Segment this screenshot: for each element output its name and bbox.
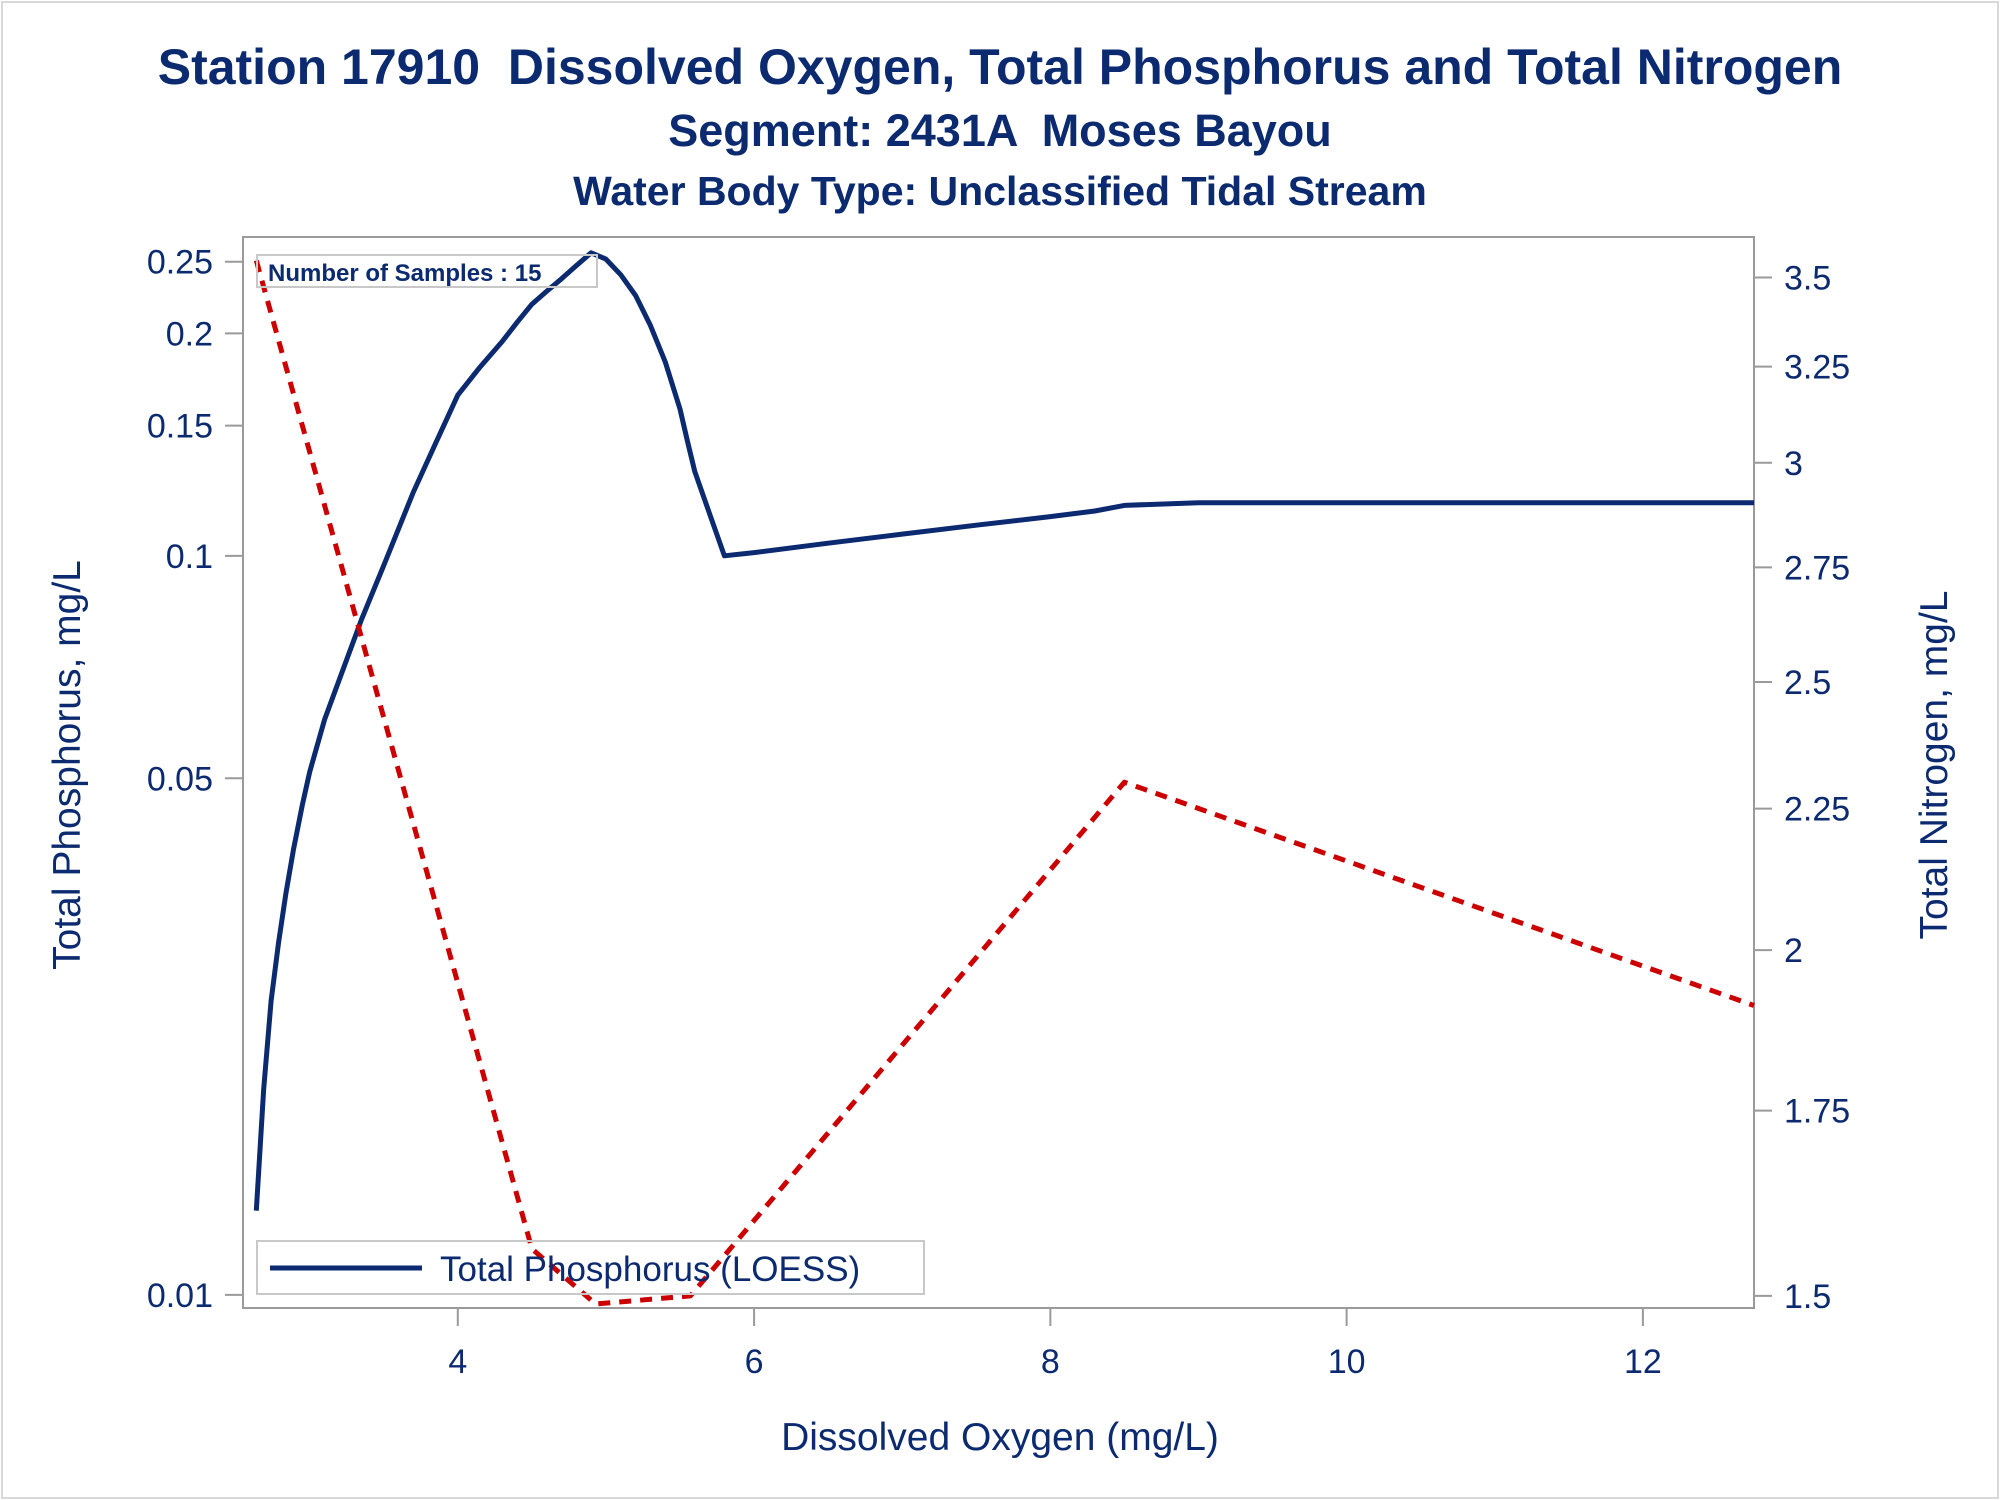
right-tick-label: 2.5 xyxy=(1784,664,1831,702)
sample-count-box xyxy=(256,254,598,288)
left-tick-label: 0.1 xyxy=(166,538,213,576)
right-tick-label: 2 xyxy=(1784,932,1803,970)
legend-label-total-phosphorus: Total Phosphorus (LOESS) xyxy=(440,1250,860,1289)
sample-count-label: Number of Samples : 15 xyxy=(268,260,541,287)
right-tick-label: 2.75 xyxy=(1784,549,1850,587)
left-axis: 0.25 0.2 0.15 0.1 0.05 0.01 xyxy=(147,244,243,1315)
legend-box xyxy=(256,1240,925,1295)
x-tick-label: 10 xyxy=(1328,1343,1366,1381)
plot-area xyxy=(242,236,1755,1309)
total-phosphorus-loess-line xyxy=(253,250,1754,1211)
right-tick-label: 1.5 xyxy=(1784,1278,1831,1316)
x-tick-label: 4 xyxy=(448,1343,467,1381)
right-axis-label: Total Nitrogen, mg/L xyxy=(1913,590,1956,939)
x-axis: 4 6 8 10 12 xyxy=(448,1308,1662,1381)
right-axis: 3.5 3.25 3 2.75 2.5 2.25 2 1.75 1.5 xyxy=(1754,260,1850,1316)
series-layer xyxy=(253,250,1755,1307)
sample-count-inset: Number of Samples : 15 xyxy=(256,254,598,288)
chart-title: Station 17910 Dissolved Oxygen, Total Ph… xyxy=(157,39,1843,95)
total-nitrogen-line xyxy=(253,259,1755,1307)
left-tick-label: 0.15 xyxy=(147,408,213,446)
left-axis-label: Total Phosphorus, mg/L xyxy=(46,560,89,970)
x-tick-label: 6 xyxy=(745,1343,764,1381)
right-tick-label: 1.75 xyxy=(1784,1093,1850,1131)
x-axis-label: Dissolved Oxygen (mg/L) xyxy=(781,1416,1219,1459)
legend: Total Phosphorus (LOESS) xyxy=(256,1240,925,1295)
right-tick-label: 3 xyxy=(1784,445,1803,483)
left-tick-label: 0.2 xyxy=(166,315,213,353)
x-tick-label: 12 xyxy=(1624,1343,1662,1381)
left-tick-label: 0.01 xyxy=(147,1277,213,1315)
chart-subtitle-segment: Segment: 2431A Moses Bayou xyxy=(668,105,1332,156)
chart-subtitle-water-body: Water Body Type: Unclassified Tidal Stre… xyxy=(573,168,1427,214)
x-tick-label: 8 xyxy=(1041,1343,1060,1381)
right-tick-label: 3.25 xyxy=(1784,349,1850,387)
right-tick-label: 2.25 xyxy=(1784,791,1850,829)
left-tick-label: 0.05 xyxy=(147,760,213,798)
right-tick-label: 3.5 xyxy=(1784,260,1831,298)
plot-frame xyxy=(242,236,1755,1309)
left-tick-label: 0.25 xyxy=(147,244,213,282)
